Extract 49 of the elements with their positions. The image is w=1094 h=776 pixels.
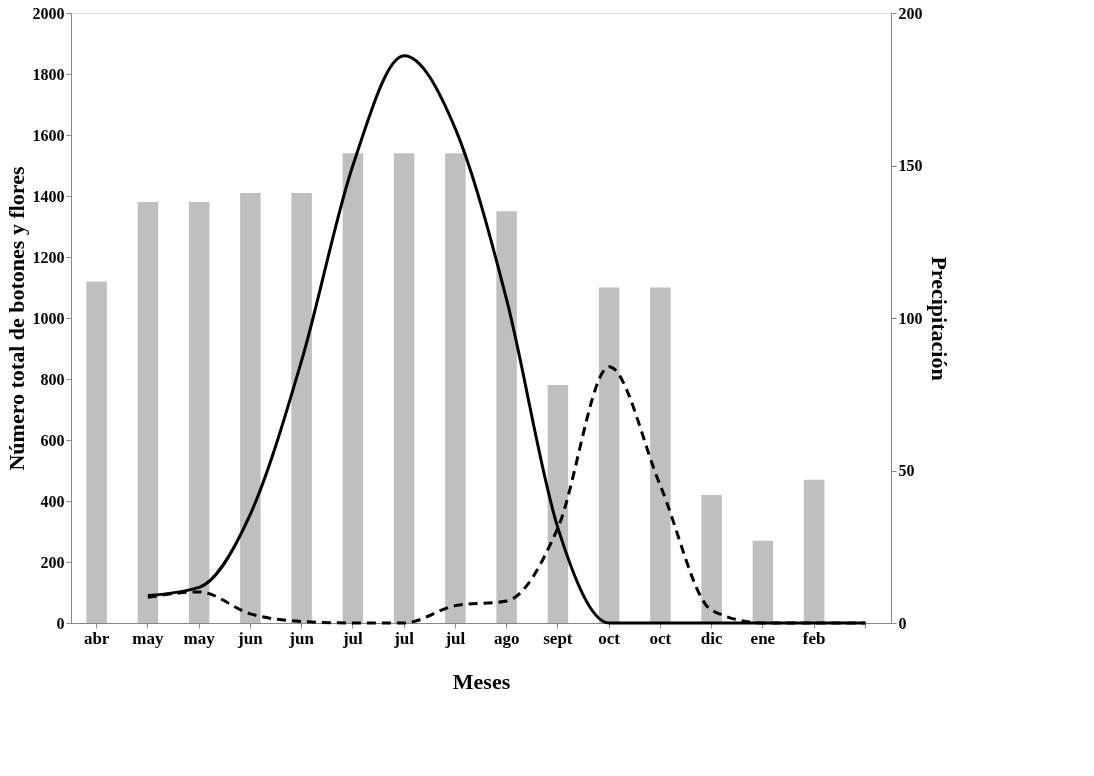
y-tick-label: 800 <box>40 370 65 388</box>
bar <box>445 153 466 623</box>
y-tick-label: 1200 <box>32 248 65 266</box>
x-tick-label: may <box>132 628 164 648</box>
bar <box>137 202 159 623</box>
x-tick-label: oct <box>598 628 621 648</box>
bar <box>188 202 210 623</box>
y-tick-label: 1600 <box>32 126 65 144</box>
y-tick-label: 600 <box>40 431 65 449</box>
y-axis-title: Número total de botones y flores <box>3 166 29 471</box>
x-tick-label: jul <box>341 628 364 648</box>
y-tick-label: 200 <box>40 553 65 571</box>
y-tick-label: 400 <box>40 492 65 510</box>
y2-tick-label: 150 <box>898 157 923 174</box>
y-tick-label: 1400 <box>32 187 65 205</box>
bar <box>598 287 620 623</box>
x-tick-label: jun <box>288 628 315 648</box>
x-tick-label: feb <box>802 628 826 648</box>
bar <box>496 211 517 623</box>
bar <box>240 192 261 623</box>
x-tick-label: abr <box>83 628 110 648</box>
x-tick-label: jun <box>237 628 264 648</box>
bar <box>291 192 312 623</box>
bar <box>393 153 415 623</box>
x-axis-title: Meses <box>452 668 511 694</box>
y-tick-label: 2000 <box>32 4 65 22</box>
x-tick-label: ago <box>493 628 520 648</box>
bar <box>752 540 774 623</box>
x-tick-label: may <box>183 628 216 648</box>
y2-tick-label: 50 <box>898 462 915 479</box>
x-tick-label: oct <box>649 628 672 648</box>
y-tick-label: 1000 <box>32 309 65 327</box>
bar <box>803 479 825 623</box>
bar <box>547 385 569 623</box>
x-tick-label: ene <box>750 628 776 648</box>
y2-tick-label: 0 <box>898 614 907 632</box>
x-tick-label: jul <box>444 628 466 648</box>
x-tick-label: dic <box>700 628 723 648</box>
y2-axis-title: Precipitación <box>926 256 952 381</box>
y-tick-label: 1800 <box>32 65 65 83</box>
y2-tick-label: 100 <box>898 309 923 327</box>
bar <box>86 281 107 623</box>
y-tick-label: 0 <box>56 614 65 632</box>
x-tick-label: sept <box>543 628 573 648</box>
bar <box>342 153 364 623</box>
y2-tick-label: 200 <box>898 4 923 22</box>
bar <box>650 287 671 623</box>
bar <box>701 494 722 623</box>
x-tick-label: jul <box>393 628 415 648</box>
